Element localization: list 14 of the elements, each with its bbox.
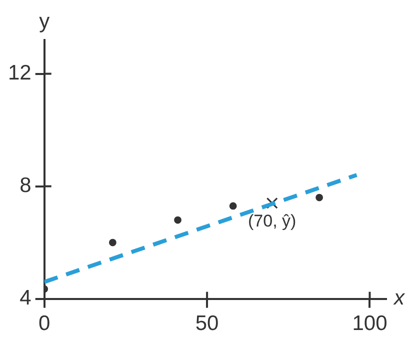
x-tick-label: 50 [195,312,219,336]
point [229,202,237,210]
y-tick-label: 12 [8,62,32,85]
x-tick-label: 100 [352,312,388,336]
y-axis-title: y [39,10,50,33]
y-tick-label: 4 [20,286,32,310]
annotation: (70, ŷ) [248,211,296,230]
point [174,216,182,224]
x-axis-title: x [393,286,406,310]
point [266,197,278,209]
y-tick-label: 8 [20,174,32,198]
point [316,194,323,202]
point [108,238,116,246]
x-tick-label: 0 [38,312,50,336]
